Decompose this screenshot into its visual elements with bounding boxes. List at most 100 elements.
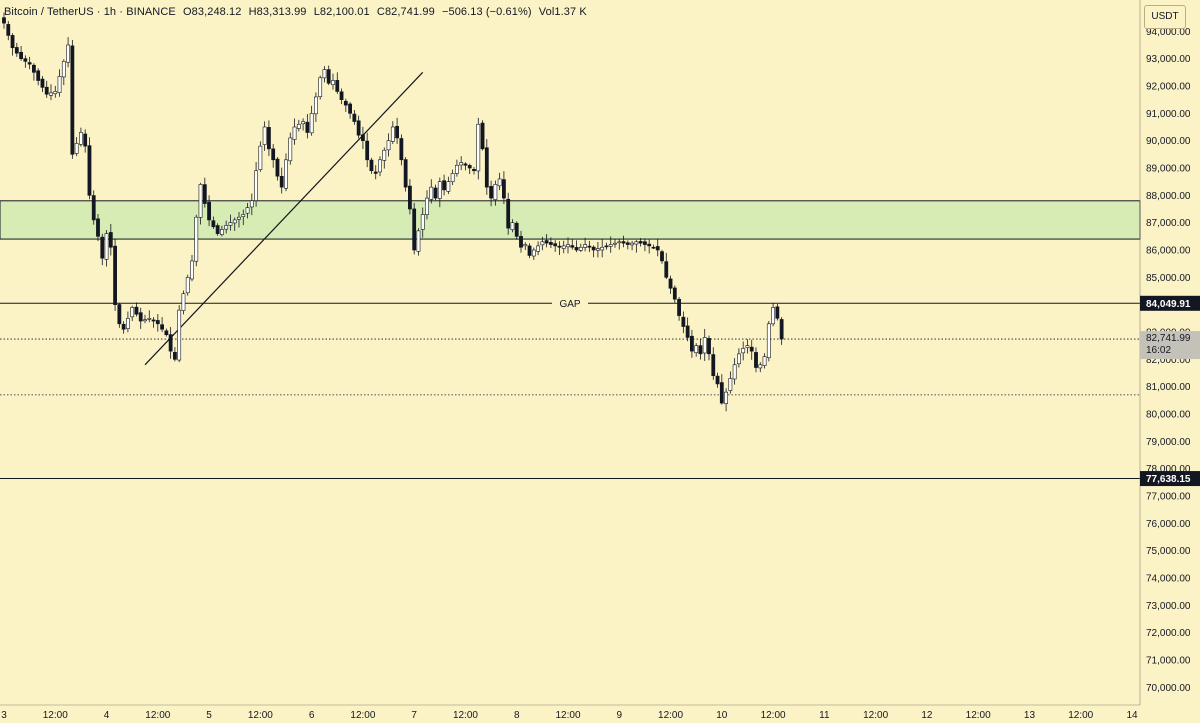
symbol-title[interactable]: Bitcoin / TetherUS · 1h · BINANCE — [4, 6, 176, 18]
candle — [104, 230, 109, 267]
candle-body — [591, 246, 596, 251]
candle — [190, 254, 194, 282]
candle-body — [660, 251, 664, 262]
candle-body — [715, 375, 720, 385]
gap-label: GAP — [559, 299, 580, 310]
candle-body — [425, 197, 429, 215]
candle-body — [771, 307, 775, 325]
price-tick-label: 76,000.00 — [1146, 519, 1191, 530]
candle-body — [382, 149, 387, 161]
currency-button[interactable]: USDT — [1144, 5, 1186, 29]
price-tick-label: 73,000.00 — [1146, 601, 1191, 612]
candle-body — [664, 261, 669, 278]
current-price-text: 82,741.99 — [1146, 333, 1191, 344]
candle — [151, 317, 156, 328]
price-tick-label: 71,000.00 — [1146, 656, 1191, 667]
gap-label-background — [552, 297, 588, 310]
candle-body — [296, 123, 301, 129]
candle — [126, 311, 130, 333]
candle-body — [523, 244, 528, 247]
candle-body — [651, 246, 656, 249]
candle — [655, 238, 660, 257]
candle — [446, 176, 451, 195]
candle — [779, 317, 784, 345]
candle-body — [463, 163, 468, 166]
price-tick-label: 93,000.00 — [1146, 54, 1191, 65]
candle-body — [83, 133, 88, 147]
candle-body — [143, 319, 147, 322]
candle-body — [314, 96, 318, 115]
candle — [386, 133, 391, 157]
candle — [467, 163, 472, 175]
candle-body — [711, 354, 716, 377]
candle-body — [446, 181, 451, 192]
price-axis[interactable]: 94,000.00 93,000.00 92,000.00 91,000.00 90,0… — [1146, 27, 1191, 694]
candle-body — [211, 220, 216, 228]
candle-body — [70, 45, 75, 155]
time-tick-label: 9 — [616, 710, 622, 721]
candle — [331, 73, 335, 90]
candle — [732, 358, 737, 385]
candle — [155, 314, 160, 332]
candle-body — [437, 181, 442, 199]
trendline[interactable] — [144, 71, 424, 366]
close-value: C82,741.99 — [376, 6, 435, 18]
candle-body — [207, 201, 211, 221]
candle — [399, 134, 404, 166]
candle-body — [173, 351, 177, 360]
candle — [472, 167, 476, 175]
candle — [403, 157, 408, 192]
candle-body — [625, 242, 630, 245]
time-tick-label: 12:00 — [1068, 710, 1093, 721]
candle-body — [2, 17, 6, 24]
candle — [292, 118, 297, 145]
candle — [57, 69, 62, 97]
candle-body — [506, 198, 511, 229]
candle — [23, 55, 28, 68]
candle-body — [745, 345, 750, 348]
time-tick-label: 6 — [309, 710, 315, 721]
time-axis[interactable]: 3 12:00 4 12:00 5 12:00 6 12:00 7 12:00 8 12:00 9 12:… — [1, 710, 1138, 721]
candle — [711, 347, 716, 380]
support-price-text: 77,638.15 — [1146, 474, 1191, 485]
candle — [540, 236, 545, 251]
candle-body — [373, 171, 378, 174]
candle — [36, 68, 41, 86]
candle — [450, 169, 455, 186]
candle — [117, 302, 122, 328]
candle — [583, 237, 587, 252]
price-tick-label: 94,000.00 — [1146, 27, 1191, 38]
candle — [211, 216, 216, 229]
candle-body — [613, 242, 617, 245]
candle — [672, 285, 677, 303]
candle — [416, 228, 421, 256]
candle-body — [271, 148, 276, 161]
candle — [27, 56, 32, 70]
candle-body — [574, 247, 579, 251]
candle — [382, 147, 387, 169]
candle-body — [57, 76, 62, 93]
candle — [433, 184, 438, 201]
candle — [138, 307, 143, 329]
candle — [160, 317, 164, 333]
candle-body — [61, 61, 66, 78]
candle — [480, 120, 485, 151]
candle — [484, 139, 489, 195]
candle-body — [455, 164, 459, 174]
candle-body — [237, 216, 241, 220]
candle-body — [232, 219, 237, 224]
candle-body — [348, 103, 352, 114]
candle — [130, 305, 135, 322]
candle — [10, 33, 15, 56]
candle — [690, 329, 694, 358]
candle — [425, 190, 429, 220]
candle — [254, 162, 258, 207]
candle-body — [23, 58, 28, 62]
candle-body — [224, 225, 229, 230]
candle — [32, 63, 36, 81]
candle-body — [100, 236, 105, 259]
price-tick-label: 90,000.00 — [1146, 136, 1191, 147]
candle-body — [484, 147, 489, 188]
time-tick-label: 12:00 — [453, 710, 478, 721]
